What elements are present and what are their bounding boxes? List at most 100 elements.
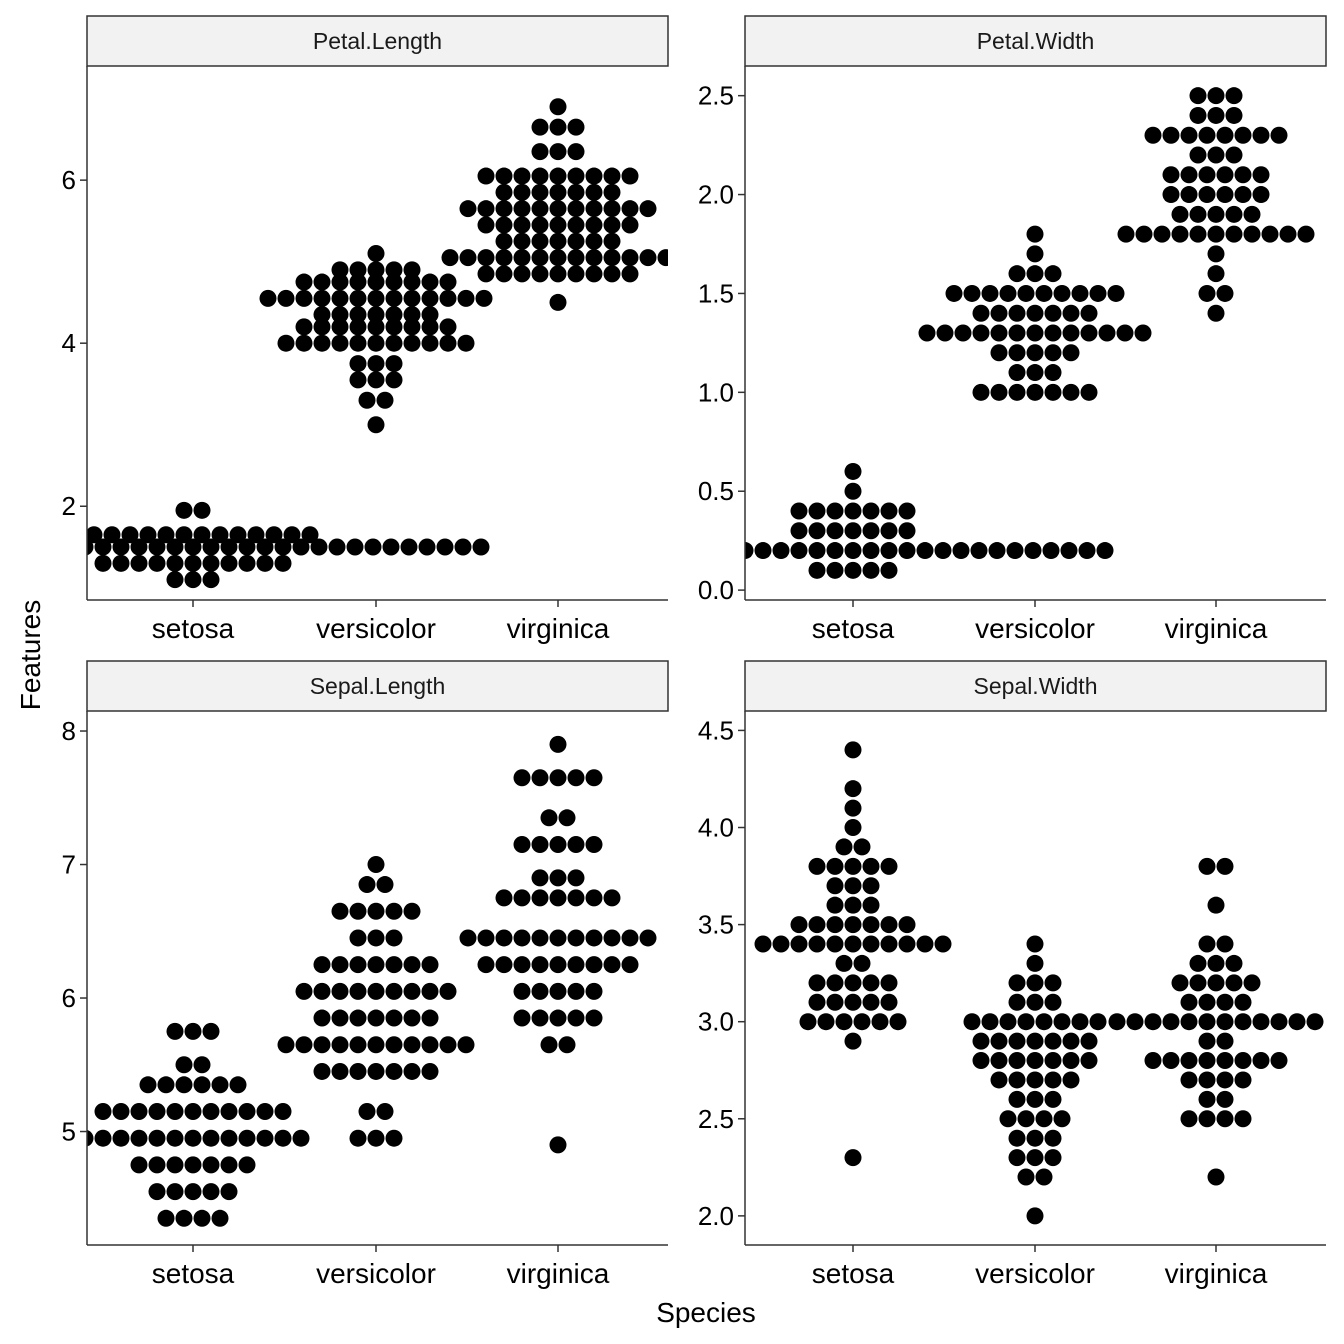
- data-point: [310, 538, 328, 556]
- data-point: [549, 183, 567, 201]
- data-point: [990, 344, 1008, 362]
- data-point: [1243, 225, 1261, 243]
- data-point: [853, 1013, 871, 1031]
- y-tick-label: 1.0: [698, 377, 734, 407]
- data-point: [1306, 1013, 1324, 1031]
- data-point: [184, 1129, 202, 1147]
- data-point: [621, 929, 639, 947]
- y-tick-label: 2.5: [698, 1104, 734, 1134]
- data-point: [1216, 186, 1234, 204]
- data-point: [148, 554, 166, 572]
- data-point: [130, 554, 148, 572]
- data-point: [1162, 1013, 1180, 1031]
- data-point: [790, 542, 808, 560]
- data-point: [549, 1009, 567, 1027]
- data-point: [1008, 344, 1026, 362]
- data-point: [1026, 954, 1044, 972]
- data-point: [808, 974, 826, 992]
- data-point: [999, 1110, 1017, 1128]
- data-point: [349, 1009, 367, 1027]
- data-point: [1216, 1090, 1234, 1108]
- x-tick-label: setosa: [152, 613, 235, 644]
- facet-title: Sepal.Width: [973, 673, 1097, 699]
- data-point: [256, 1129, 274, 1147]
- data-point: [313, 1062, 331, 1080]
- data-point: [880, 502, 898, 520]
- data-point: [1162, 166, 1180, 184]
- data-point: [862, 935, 880, 953]
- x-axis-title: Species: [656, 1297, 756, 1328]
- data-point: [202, 1103, 220, 1120]
- x-tick-label: versicolor: [316, 613, 436, 644]
- data-point: [1180, 1052, 1198, 1070]
- data-point: [603, 200, 621, 218]
- data-point: [844, 857, 862, 875]
- data-point: [531, 232, 549, 250]
- data-point: [1180, 1071, 1198, 1089]
- data-point: [972, 304, 990, 322]
- data-point: [1207, 1168, 1225, 1186]
- data-point: [1207, 205, 1225, 223]
- data-point: [585, 183, 603, 201]
- data-point: [531, 929, 549, 947]
- data-point: [567, 836, 585, 853]
- data-point: [403, 1036, 421, 1054]
- data-point: [531, 143, 549, 161]
- data-point: [256, 554, 274, 572]
- data-point: [295, 289, 313, 307]
- data-point: [549, 118, 567, 136]
- data-point: [531, 869, 549, 887]
- x-tick-label: setosa: [152, 1258, 235, 1289]
- data-point: [549, 735, 567, 753]
- data-point: [166, 571, 184, 589]
- data-point: [826, 935, 844, 953]
- data-point: [513, 836, 531, 853]
- data-point: [970, 542, 988, 560]
- data-point: [87, 1129, 94, 1147]
- data-point: [313, 956, 331, 974]
- data-point: [585, 232, 603, 250]
- data-point: [880, 974, 898, 992]
- data-point: [585, 167, 603, 185]
- data-point: [295, 982, 313, 1000]
- data-point: [1026, 1207, 1044, 1225]
- data-point: [790, 522, 808, 540]
- data-point: [1089, 1013, 1107, 1031]
- data-point: [112, 1129, 130, 1147]
- data-point: [1026, 1071, 1044, 1089]
- data-point: [1026, 1052, 1044, 1070]
- data-point: [367, 306, 385, 324]
- data-point: [1017, 1110, 1035, 1128]
- data-point: [211, 1209, 229, 1227]
- data-point: [349, 1036, 367, 1054]
- data-point: [439, 1036, 457, 1054]
- data-point: [567, 889, 585, 907]
- data-point: [313, 1009, 331, 1027]
- data-point: [1216, 993, 1234, 1011]
- y-tick-label: 2: [62, 491, 76, 521]
- data-point: [1035, 1168, 1053, 1186]
- data-point: [1062, 383, 1080, 401]
- data-point: [331, 1062, 349, 1080]
- data-point: [1189, 954, 1207, 972]
- data-point: [1026, 364, 1044, 382]
- data-point: [1062, 1071, 1080, 1089]
- data-point: [754, 542, 772, 560]
- data-point: [513, 889, 531, 907]
- data-point: [1035, 1013, 1053, 1031]
- data-point: [585, 769, 603, 787]
- data-point: [862, 877, 880, 895]
- data-point: [349, 1129, 367, 1147]
- data-point: [211, 1076, 229, 1094]
- data-point: [844, 799, 862, 817]
- data-point: [439, 273, 457, 291]
- dots-layer: [87, 735, 657, 1227]
- data-point: [367, 261, 385, 279]
- data-point: [844, 877, 862, 895]
- data-point: [790, 916, 808, 934]
- data-point: [835, 1013, 853, 1031]
- data-point: [139, 526, 157, 544]
- data-point: [367, 856, 385, 874]
- data-point: [1252, 126, 1270, 144]
